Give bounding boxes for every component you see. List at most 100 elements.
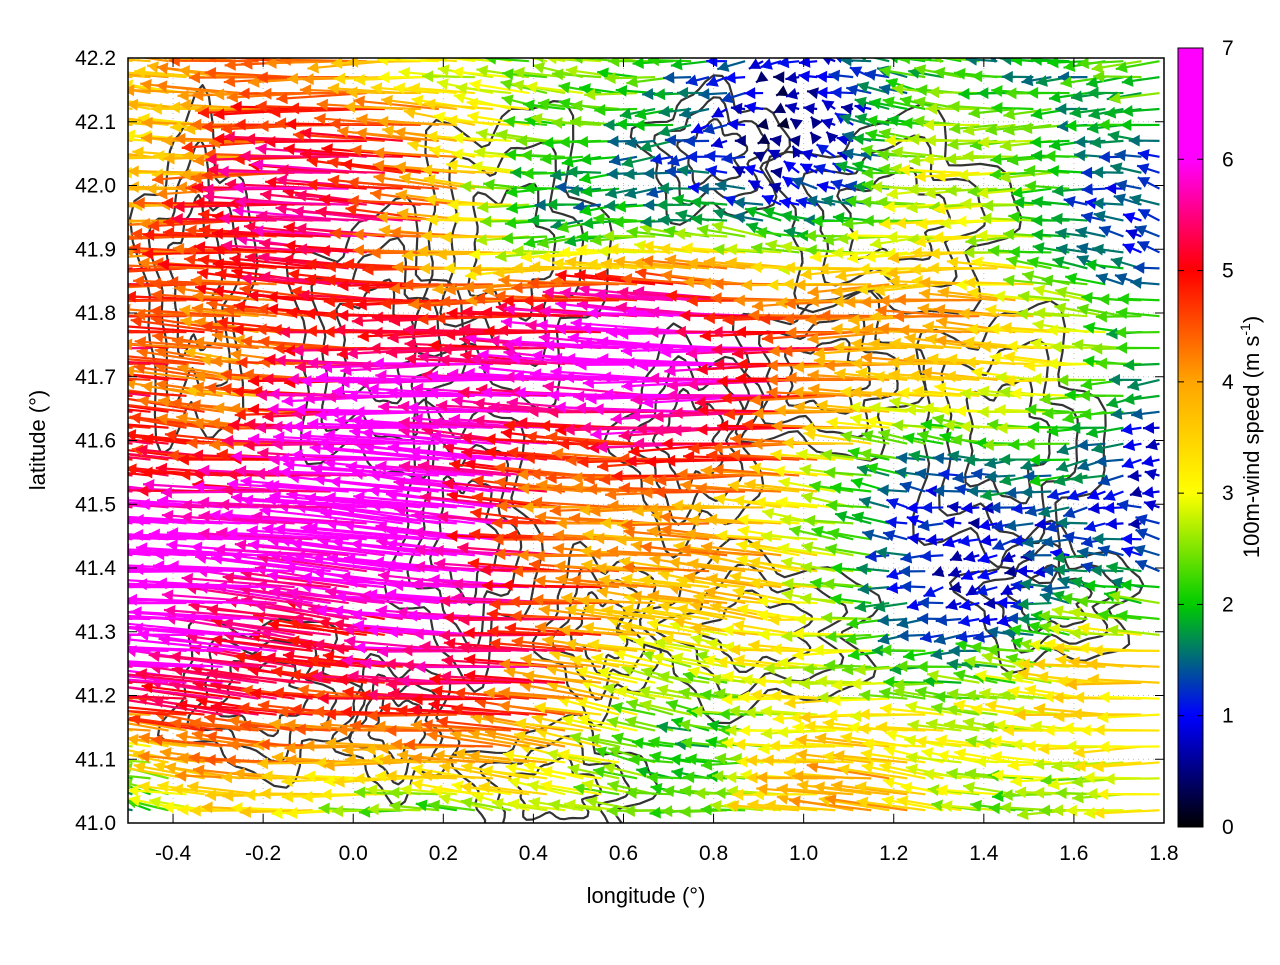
wind-vector-head xyxy=(892,419,903,431)
wind-vector-head xyxy=(1034,307,1045,319)
wind-vector-head xyxy=(198,254,210,266)
wind-vector-head xyxy=(781,345,792,357)
wind-vector-head xyxy=(1098,293,1109,305)
wind-vector-head xyxy=(832,247,843,259)
wind-vector-head xyxy=(64,718,76,730)
wind-vectors xyxy=(0,45,1159,820)
wind-vector-head xyxy=(586,483,597,495)
wind-vector-head xyxy=(92,396,104,408)
wind-vector-head xyxy=(1013,197,1024,209)
wind-vector-head xyxy=(1053,710,1064,722)
wind-vector-head xyxy=(452,132,463,144)
wind-vector-head xyxy=(21,342,32,354)
wind-vector-head xyxy=(919,288,931,300)
wind-vector-shaft xyxy=(895,299,980,300)
wind-vector-head xyxy=(56,703,67,715)
wind-vector-shaft xyxy=(4,597,133,603)
wind-vector-head xyxy=(947,658,959,670)
wind-vector-shaft xyxy=(55,420,150,427)
wind-vector-head xyxy=(244,789,255,801)
wind-vector-head xyxy=(102,460,114,472)
wind-vector-head xyxy=(79,526,90,538)
wind-vector-head xyxy=(851,357,862,369)
wind-vector-head xyxy=(592,403,603,415)
wind-vector-head xyxy=(1069,422,1080,434)
wind-vector-head xyxy=(1051,341,1062,353)
wind-vector-head xyxy=(44,597,55,609)
wind-vector-head xyxy=(502,579,513,591)
wind-vector-head xyxy=(580,422,591,434)
wind-vector-head xyxy=(411,779,423,791)
wind-vector-head xyxy=(945,370,956,382)
wind-vector-head xyxy=(1116,342,1127,354)
wind-vector-head xyxy=(57,357,68,369)
wind-vector-head xyxy=(504,371,515,383)
wind-vector-head xyxy=(370,189,382,201)
wind-vector-head xyxy=(762,508,774,520)
wind-vector-head xyxy=(537,319,548,331)
wind-vector-head xyxy=(784,227,796,239)
wind-vector-head xyxy=(880,703,892,715)
wind-vector-head xyxy=(1071,708,1082,720)
wind-vector-head xyxy=(652,424,663,436)
wind-vector-head xyxy=(55,415,66,427)
wind-vector-head xyxy=(934,691,945,703)
wind-vector-head xyxy=(50,268,61,280)
wind-vector-head xyxy=(52,669,63,681)
wind-vector-head xyxy=(782,578,793,590)
wind-vector-head xyxy=(218,499,229,511)
wind-vector-head xyxy=(565,235,577,247)
wind-vector-head xyxy=(359,806,370,818)
wind-vector-head xyxy=(989,802,1000,814)
wind-vector-head xyxy=(744,479,756,491)
wind-vector-head xyxy=(315,206,326,218)
wind-vector-head xyxy=(482,580,493,592)
wind-vector-head xyxy=(1130,277,1141,289)
wind-vector-head xyxy=(108,713,120,725)
wind-vector-head xyxy=(42,557,53,569)
wind-vector-head xyxy=(719,708,730,720)
wind-vector-head xyxy=(1002,789,1013,801)
wind-vector-head xyxy=(741,279,752,291)
wind-vector-head xyxy=(751,261,762,273)
wind-vector-head xyxy=(726,243,737,255)
wind-vector-head xyxy=(858,723,869,735)
wind-vector-head xyxy=(1074,149,1085,161)
wind-vector-shaft xyxy=(104,774,151,779)
wind-vector-head xyxy=(102,663,114,675)
wind-vector-head xyxy=(54,227,65,239)
wind-vector-head xyxy=(70,665,82,677)
wind-vector-head xyxy=(548,389,559,401)
wind-vector-head xyxy=(464,627,475,639)
wind-vector-head xyxy=(713,208,725,219)
wind-vector-head xyxy=(95,605,106,617)
wind-vector-head xyxy=(1031,150,1042,162)
wind-vector-head xyxy=(883,676,894,688)
wind-vector-head xyxy=(539,420,550,432)
wind-vector-head xyxy=(1000,802,1011,814)
wind-vector-head xyxy=(429,699,441,711)
wind-vector-head xyxy=(78,654,89,666)
wind-vector-head xyxy=(56,690,67,702)
wind-vector-head xyxy=(979,519,991,531)
wind-vector-head xyxy=(116,260,127,272)
wind-vector-head xyxy=(116,694,128,706)
wind-vector-head xyxy=(877,484,888,496)
wind-vector-head xyxy=(440,231,451,243)
wind-vector-head xyxy=(821,195,833,207)
wind-vector-head xyxy=(56,607,67,619)
wind-vector-head xyxy=(1047,489,1059,501)
wind-vector-head xyxy=(269,454,280,466)
wind-vector-head xyxy=(1021,486,1032,498)
wind-vector-head xyxy=(276,174,287,186)
wind-vector-head xyxy=(898,324,909,336)
wind-vector-head xyxy=(48,297,59,309)
wind-vector-head xyxy=(175,770,186,782)
wind-vector-shaft xyxy=(53,172,133,173)
wind-vector-head xyxy=(14,505,26,517)
wind-vector-head xyxy=(295,190,307,202)
wind-vector-head xyxy=(50,690,61,702)
wind-vector-head xyxy=(936,614,947,626)
wind-vector-head xyxy=(511,282,522,294)
wind-vector-shaft xyxy=(56,708,132,715)
